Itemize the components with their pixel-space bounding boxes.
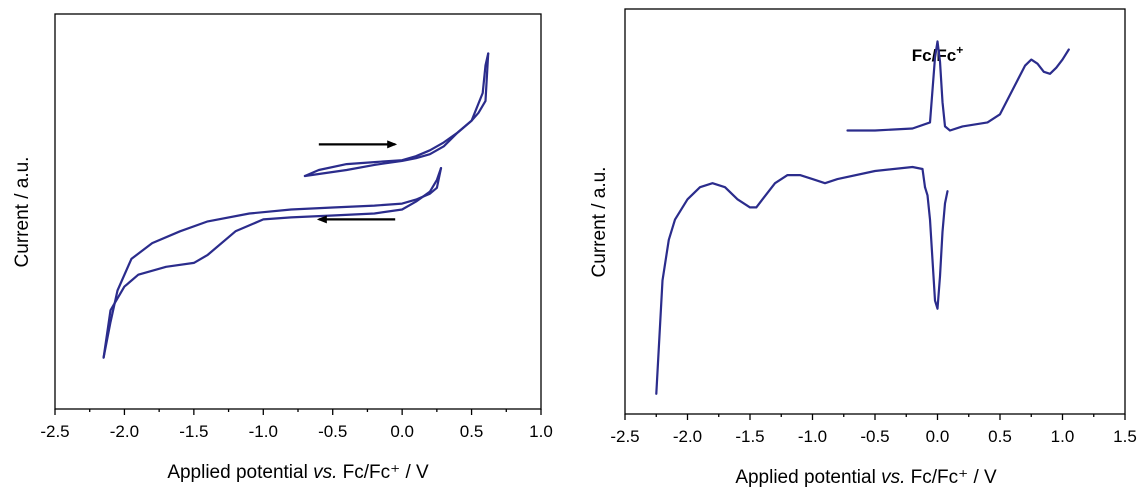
- fc-annotation: Fc/Fc+: [912, 43, 963, 65]
- left-x-axis-label: Applied potential vs. Fc/Fc⁺ / V: [167, 462, 429, 483]
- series-line-3: [846, 40, 1070, 132]
- x-tick-label: 0.5: [988, 427, 1012, 446]
- x-tick-label: -2.0: [673, 427, 702, 446]
- right-plot-frame: [624, 8, 1126, 415]
- series-line-4: [102, 167, 443, 359]
- x-tick-label: -1.5: [735, 427, 764, 446]
- left-plot-frame: [54, 13, 542, 410]
- right-y-axis-label: Current / a.u.: [589, 167, 610, 278]
- x-tick-label: -2.5: [610, 427, 639, 446]
- series-line-1: [303, 52, 490, 178]
- x-tick-label: 1.0: [1051, 427, 1075, 446]
- x-tick-label: 1.0: [529, 422, 553, 441]
- series-line-2: [303, 52, 490, 178]
- x-tick-label: -0.5: [860, 427, 889, 446]
- left-y-axis-label: Current / a.u.: [12, 157, 33, 268]
- x-tick-label: -2.5: [40, 422, 69, 441]
- x-tick-label: -0.5: [318, 422, 347, 441]
- series-line-3: [102, 167, 443, 359]
- x-tick-label: -1.5: [179, 422, 208, 441]
- x-tick-label: 1.5: [1113, 427, 1137, 446]
- right-chart: Current / a.u. Applied potential vs. Fc/…: [589, 8, 1137, 488]
- x-tick-label: -2.0: [110, 422, 139, 441]
- left-chart: Current / a.u. Applied potential vs. Fc/…: [12, 13, 553, 483]
- x-tick-label: -1.0: [249, 422, 278, 441]
- series-line-2: [923, 186, 949, 310]
- series-line-1: [655, 165, 927, 395]
- x-tick-label: 0.0: [390, 422, 414, 441]
- x-tick-label: 0.5: [460, 422, 484, 441]
- x-tick-label: 0.0: [926, 427, 950, 446]
- x-tick-label: -1.0: [798, 427, 827, 446]
- right-x-axis-label: Applied potential vs. Fc/Fc⁺ / V: [735, 467, 997, 488]
